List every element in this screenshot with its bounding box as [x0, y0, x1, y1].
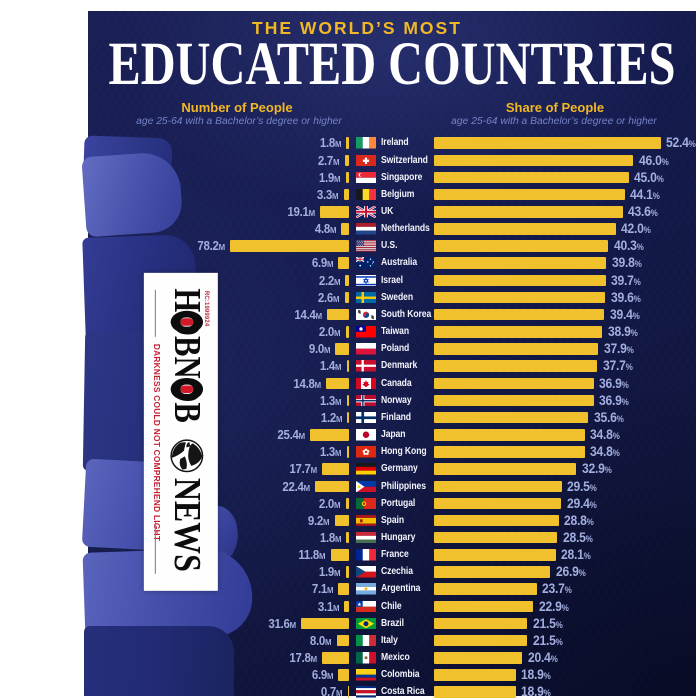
svg-text:NEWS: NEWS	[166, 478, 208, 572]
svg-text:EDUCATED COUNTRIES: EDUCATED COUNTRIES	[109, 31, 676, 98]
